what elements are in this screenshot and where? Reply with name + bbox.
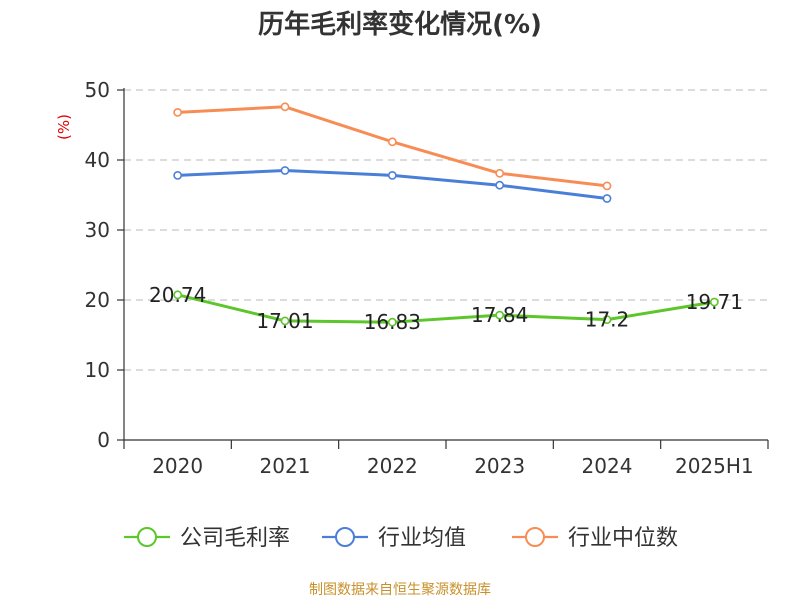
legend-label-1: 行业均值	[378, 526, 466, 551]
x-tick-label: 2023	[474, 454, 525, 478]
legend-marker-1	[335, 527, 355, 547]
x-tick-label: 2024	[582, 454, 633, 478]
y-tick-label: 40	[85, 148, 110, 172]
series-point-0	[387, 317, 397, 327]
x-tick-label: 2025H1	[675, 454, 754, 478]
grid-lines	[124, 89, 768, 371]
data-label: 19.71	[686, 290, 743, 314]
series-point-2	[387, 137, 397, 147]
data-label: 17.01	[256, 309, 313, 333]
x-tick-label: 2022	[367, 454, 418, 478]
legend-label-0: 公司毛利率	[180, 526, 290, 551]
chart-title: 历年毛利率变化情况(%)	[258, 9, 542, 40]
series-point-0	[173, 290, 183, 300]
source-note: 制图数据来自恒生聚源数据库	[309, 582, 491, 598]
axes: 0 10 20 30 40 50 2020 2021 2022 2023 2024 2025H1	[85, 78, 769, 478]
series-point-2	[495, 168, 505, 178]
legend-label-2: 行业中位数	[568, 526, 678, 551]
legend-marker-0	[137, 527, 157, 547]
data-labels: 20.74 17.01 16.83 17.84 17.2 19.71	[149, 283, 743, 334]
series-point-0	[602, 315, 612, 324]
series-point-1	[387, 170, 397, 180]
series-point-2	[173, 108, 183, 117]
series-point-2	[602, 181, 612, 191]
data-label: 17.2	[585, 308, 630, 332]
data-label: 16.83	[364, 310, 421, 334]
series-point-1	[602, 194, 612, 203]
series-point-0	[709, 297, 719, 307]
y-tick-label: 10	[85, 358, 110, 382]
series-point-0	[495, 310, 505, 320]
legend-marker-2	[525, 527, 545, 547]
series-point-1	[495, 180, 505, 190]
y-tick-label: 50	[85, 78, 110, 102]
y-tick-label: 20	[85, 288, 110, 312]
series-line-0	[177, 293, 715, 324]
data-label: 20.74	[149, 283, 206, 307]
legend: 公司毛利率 行业均值 行业中位数	[124, 526, 678, 551]
series-point-1	[280, 166, 290, 175]
y-tick-label: 0	[97, 428, 110, 452]
data-label: 17.84	[471, 303, 528, 327]
series	[173, 102, 719, 327]
y-tick-label: 30	[85, 218, 110, 242]
x-tick-label: 2020	[152, 454, 203, 478]
series-point-0	[280, 316, 290, 326]
x-tick-label: 2021	[260, 454, 311, 478]
series-point-1	[173, 170, 183, 180]
series-point-2	[280, 102, 290, 112]
y-axis-label: (%)	[55, 114, 73, 140]
